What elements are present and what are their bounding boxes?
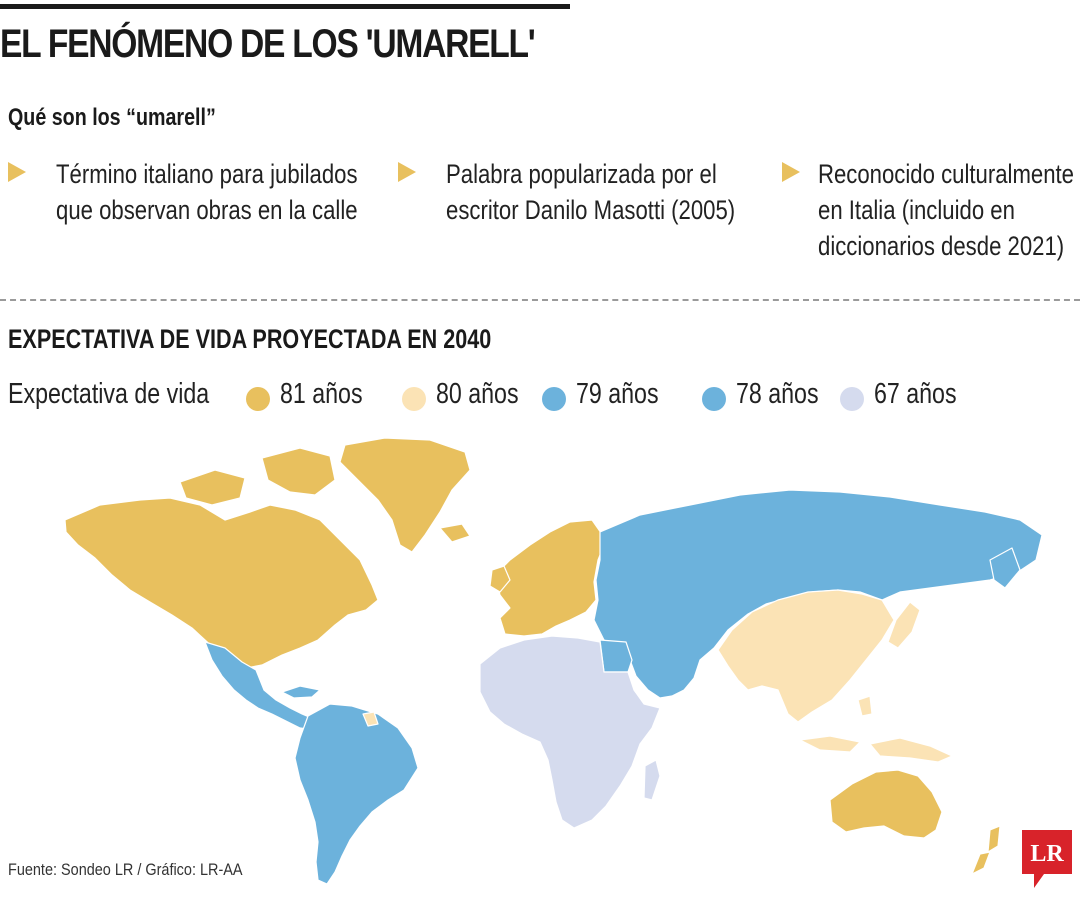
source-note: Fuente: Sondeo LR / Gráfico: LR-AA <box>8 860 243 879</box>
region-africa: África <box>479 635 661 829</box>
region-east-asia: China, Japón y Sudeste asiático <box>717 589 895 723</box>
region-guiana: China, Japón y Sudeste asiático <box>362 711 379 727</box>
fact-line: diccionarios desde 2021) <box>818 231 1065 261</box>
facts-list: Término italiano para jubilados que obse… <box>0 156 1080 266</box>
logo-text: LR <box>1030 841 1064 867</box>
region-japan: China, Japón y Sudeste asiático <box>887 601 921 649</box>
map-title: EXPECTATIVA DE VIDA PROYECTADA EN 2040 <box>8 324 492 354</box>
region-new-zealand: Norteamérica <box>971 851 991 875</box>
bullet-arrow-icon <box>8 162 26 182</box>
bullet-arrow-icon <box>398 162 416 182</box>
fact-text: Término italiano para jubilados que obse… <box>56 156 358 228</box>
legend-swatch <box>402 387 426 411</box>
legend-swatch <box>702 387 726 411</box>
legend-swatch <box>246 387 270 411</box>
region-southeast-asia: China, Japón y Sudeste asiático <box>869 737 953 763</box>
bullet-arrow-icon <box>782 162 800 182</box>
top-rule <box>0 4 570 9</box>
region-caribbean: México, Centroamérica y Sudamérica <box>281 685 321 699</box>
region-southeast-asia: China, Japón y Sudeste asiático <box>857 695 873 717</box>
map-legend: Expectativa de vida 81 años 80 años 79 a… <box>0 378 1080 418</box>
region-russia-middle-east: Rusia, Asia central y Medio Oriente <box>989 547 1021 589</box>
fact-text: Reconocido culturalmente en Italia (incl… <box>818 156 1074 264</box>
legend-swatch <box>542 387 566 411</box>
region-arctic-islands: Norteamérica <box>179 469 246 506</box>
region-greenland: Norteamérica <box>339 437 471 553</box>
legend-label: Expectativa de vida <box>8 378 210 410</box>
world-map: Norteamérica Norteamérica Norteamérica N… <box>64 437 1043 885</box>
legend-swatch <box>840 387 864 411</box>
legend-item-label: 79 años <box>576 378 659 410</box>
region-new-zealand: Norteamérica <box>987 825 1001 853</box>
region-egypt: Rusia, Asia central y Medio Oriente <box>599 639 633 673</box>
region-south-america: México, Centroamérica y Sudamérica <box>294 703 419 885</box>
fact-line: en Italia (incluido en <box>818 195 1015 225</box>
fact-line: escritor Danilo Masotti (2005) <box>446 195 736 225</box>
region-uk-iceland: Europa occidental y nórdica <box>439 523 471 543</box>
section-subtitle: Qué son los “umarell” <box>8 104 216 131</box>
region-southeast-asia: China, Japón y Sudeste asiático <box>799 735 861 753</box>
fact-line: Término italiano para jubilados <box>56 159 358 189</box>
legend-item-label: 81 años <box>280 378 363 410</box>
region-arctic-islands: Norteamérica <box>261 447 336 496</box>
fact-line: que observan obras en la calle <box>56 195 358 225</box>
legend-item-label: 78 años <box>736 378 819 410</box>
legend-item-label: 80 años <box>436 378 519 410</box>
section-divider <box>0 299 1080 301</box>
fact-line: Palabra popularizada por el <box>446 159 717 189</box>
fact-line: Reconocido culturalmente <box>818 159 1074 189</box>
logo-badge <box>1022 830 1072 888</box>
region-north-america: Norteamérica <box>64 497 379 669</box>
main-title: EL FENÓMENO DE LOS 'UMARELL' <box>0 22 536 66</box>
region-europe: Europa occidental y nórdica <box>494 519 607 637</box>
region-africa: África <box>643 759 661 801</box>
fact-text: Palabra popularizada por el escritor Dan… <box>446 156 735 228</box>
region-australia: Norteamérica <box>829 769 943 839</box>
legend-item-label: 67 años <box>874 378 957 410</box>
region-uk-iceland: Europa occidental y nórdica <box>489 565 511 593</box>
lr-logo: LR <box>1022 830 1072 888</box>
